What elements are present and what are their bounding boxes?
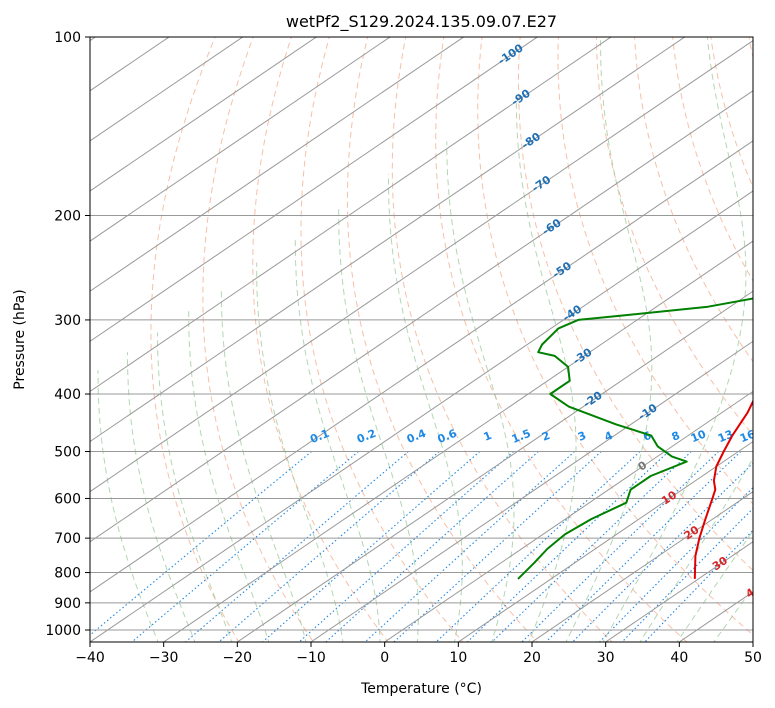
x-tick-label: 10 [449,650,467,666]
x-tick-label: −20 [223,650,253,666]
dry-adiabat-line [517,37,753,572]
isotherm-line [90,37,318,192]
moist-adiabat-line [256,262,344,642]
dry-adiabat-line [202,37,315,642]
x-tick-label: −30 [149,650,179,666]
isotherm-line [90,37,612,393]
y-tick-label: 500 [54,444,81,460]
isotherm-line [236,290,753,642]
mixing-ratio-label: 1 [482,429,494,444]
mixing-ratio-line [364,451,575,642]
mixing-ratio-label: 10 [689,427,708,445]
mixing-ratio-label: 20 [762,427,775,445]
y-tick-label: 400 [54,387,81,403]
mixing-ratio-label: 2 [540,429,552,444]
x-tick-label: −10 [296,650,326,666]
mixing-ratio-line [184,451,409,642]
x-tick-label: 20 [523,650,541,666]
mixing-ratio-label: 8 [670,429,682,444]
axes: −40 −30 −20 −10 0 10 20 30 40 50 100 200 300 400 500 60… [45,30,762,666]
mixing-ratio-line [491,451,692,642]
temperature-profile-line [693,399,753,579]
x-tick-label: 30 [597,650,615,666]
isotherm-line [531,491,753,642]
y-tick-label: 700 [54,531,81,547]
moist-adiabat-line [446,141,515,642]
isotherm-line [90,37,391,242]
isotherm-line [162,240,753,642]
y-tick-label: 600 [54,491,81,507]
dry-adiabat-line [391,37,613,642]
chart-title: wetPf2_S129.2024.135.09.07.E27 [286,12,557,32]
dry-adiabat-line [595,37,753,436]
mixing-ratio-line [325,451,539,642]
mixing-ratio-line [298,451,514,642]
moist-adiabat-line [220,288,307,642]
isotherm-line [90,190,753,642]
dry-adiabat-line [252,37,389,642]
dry-adiabat-line [557,37,753,505]
isotherm-line [90,37,539,342]
moist-adiabat-line [338,209,419,642]
mixing-ratio-label: 16 [738,427,757,445]
isotherm-label: 40 [743,581,763,601]
x-tick-label: 50 [744,650,762,666]
x-tick-label: −40 [75,650,105,666]
moist-adiabat-line [97,370,159,642]
mixing-ratio-line [466,451,669,642]
mixing-ratio-line [545,451,742,642]
y-tick-label: 200 [54,209,81,225]
x-axis-label: Temperature (°C) [360,681,482,697]
mixing-ratio-label: 3 [576,429,588,444]
dewpoint-profile-line [517,297,753,580]
moist-adiabat-line [157,332,233,642]
y-tick-label: 1000 [45,623,81,639]
mixing-ratio-line [598,486,753,642]
moist-adiabat-line [515,94,577,642]
y-tick-label: 300 [54,313,81,329]
sounding-profiles [517,297,753,580]
mixing-ratio-line [90,451,312,636]
x-tick-label: 40 [670,650,688,666]
y-axis-label: Pressure (hPa) [12,289,28,389]
x-tick-label: 0 [380,650,389,666]
dry-adiabat-line [150,37,240,642]
mixing-ratio-line [393,451,602,642]
isotherm-line [90,37,465,292]
y-tick-label: 900 [54,596,81,612]
y-tick-label: 800 [54,566,81,582]
isotherm-line [90,40,753,493]
moist-adiabat-line [294,240,381,642]
moist-adiabat-line [188,311,270,642]
isotherm-line [457,440,753,642]
moist-adiabat-line [388,173,463,642]
y-tick-label: 100 [54,30,81,46]
plot-frame [89,36,754,643]
isotherm-line [383,390,753,642]
mixing-ratio-line [435,451,641,642]
dry-adiabat-line [634,37,753,363]
isotherm-line [90,37,244,142]
isotherm-line [90,37,686,443]
mixing-ratio-line [521,451,719,642]
isotherm-line [310,340,753,642]
isotherm-line [90,140,753,593]
plot-background [90,37,753,642]
